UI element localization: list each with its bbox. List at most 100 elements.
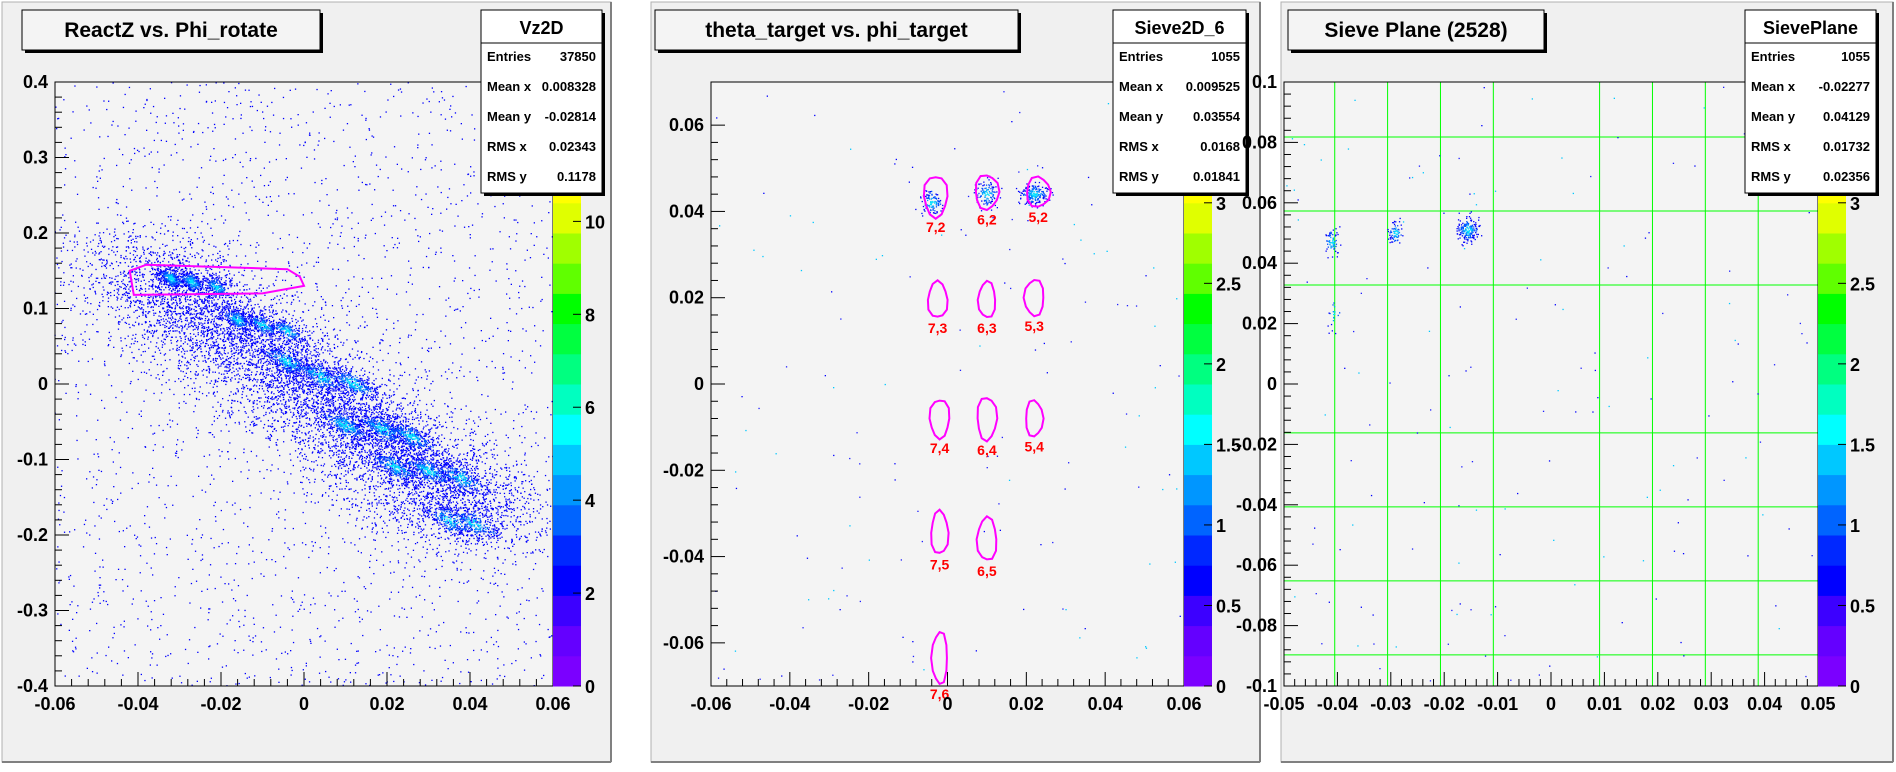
data-point bbox=[244, 370, 246, 372]
data-point bbox=[428, 480, 431, 482]
data-point bbox=[95, 187, 97, 189]
data-point bbox=[234, 303, 236, 305]
data-point bbox=[397, 541, 399, 543]
data-point bbox=[254, 333, 256, 335]
data-point bbox=[181, 361, 183, 363]
data-point bbox=[484, 462, 486, 465]
data-point bbox=[441, 504, 444, 506]
data-point bbox=[101, 169, 103, 171]
data-point bbox=[99, 177, 101, 179]
data-point bbox=[471, 521, 473, 524]
data-point bbox=[97, 456, 100, 458]
data-point bbox=[199, 285, 202, 288]
data-point bbox=[252, 654, 254, 656]
data-point bbox=[451, 116, 453, 118]
data-point bbox=[228, 303, 230, 305]
data-point bbox=[453, 562, 455, 564]
data-point bbox=[289, 382, 291, 384]
data-point bbox=[306, 348, 308, 350]
data-point bbox=[63, 496, 66, 499]
data-point bbox=[153, 312, 155, 314]
data-point bbox=[415, 491, 417, 493]
data-point bbox=[277, 498, 280, 500]
data-point bbox=[518, 611, 520, 613]
data-point bbox=[77, 398, 79, 400]
data-point bbox=[385, 477, 387, 479]
data-point bbox=[516, 517, 518, 519]
data-point bbox=[497, 585, 499, 587]
data-point bbox=[292, 325, 294, 327]
data-point bbox=[122, 106, 125, 109]
data-point bbox=[414, 329, 417, 331]
data-point bbox=[469, 371, 471, 373]
data-point bbox=[477, 449, 479, 452]
data-point bbox=[374, 407, 376, 409]
data-point bbox=[353, 465, 355, 467]
data-point bbox=[307, 432, 310, 434]
data-point bbox=[448, 453, 450, 455]
data-point bbox=[130, 300, 132, 302]
data-point bbox=[503, 596, 505, 598]
data-point bbox=[181, 138, 183, 140]
data-point bbox=[447, 196, 449, 199]
data-point bbox=[436, 552, 438, 554]
data-point bbox=[311, 369, 313, 371]
data-point bbox=[341, 434, 343, 436]
data-point bbox=[139, 572, 141, 574]
data-point bbox=[94, 570, 96, 572]
data-point bbox=[256, 242, 258, 244]
data-point bbox=[162, 272, 164, 274]
data-point bbox=[144, 343, 146, 345]
data-point bbox=[550, 414, 552, 416]
data-point bbox=[543, 253, 545, 255]
data-point bbox=[395, 450, 397, 452]
data-point bbox=[224, 330, 226, 332]
data-point bbox=[136, 536, 139, 538]
data-point bbox=[155, 543, 158, 545]
data-point bbox=[61, 321, 63, 323]
data-point bbox=[465, 632, 468, 634]
data-point bbox=[551, 236, 553, 238]
data-point bbox=[307, 412, 309, 414]
data-point bbox=[117, 125, 119, 127]
data-point bbox=[386, 418, 388, 420]
data-point bbox=[104, 265, 106, 267]
data-point bbox=[65, 234, 67, 236]
data-point bbox=[150, 611, 152, 613]
data-point bbox=[61, 470, 63, 472]
data-point bbox=[392, 517, 394, 520]
data-point bbox=[209, 432, 212, 434]
data-point bbox=[372, 297, 374, 299]
data-point bbox=[168, 305, 171, 307]
data-point bbox=[329, 401, 331, 403]
data-point bbox=[164, 324, 166, 327]
data-point bbox=[388, 394, 390, 397]
data-point bbox=[234, 600, 237, 602]
data-point bbox=[396, 508, 398, 510]
data-point bbox=[439, 468, 441, 470]
data-point bbox=[364, 413, 366, 415]
data-point bbox=[182, 312, 184, 315]
data-point bbox=[384, 522, 386, 524]
data-point bbox=[176, 152, 178, 154]
data-point bbox=[344, 389, 346, 391]
data-point bbox=[541, 530, 543, 532]
data-point bbox=[158, 320, 160, 322]
data-point bbox=[330, 681, 332, 683]
data-point bbox=[515, 240, 517, 242]
data-point bbox=[240, 346, 242, 348]
data-point bbox=[284, 405, 286, 408]
data-point bbox=[407, 171, 409, 173]
data-point bbox=[170, 154, 172, 156]
data-point bbox=[176, 256, 178, 259]
data-point bbox=[272, 348, 274, 350]
data-point bbox=[447, 668, 449, 670]
data-point bbox=[338, 659, 340, 661]
data-point bbox=[436, 427, 438, 429]
data-point bbox=[297, 344, 299, 346]
data-point bbox=[260, 492, 262, 494]
data-point bbox=[470, 542, 472, 545]
data-point bbox=[103, 275, 105, 277]
data-point bbox=[256, 341, 258, 343]
data-point bbox=[440, 514, 442, 516]
